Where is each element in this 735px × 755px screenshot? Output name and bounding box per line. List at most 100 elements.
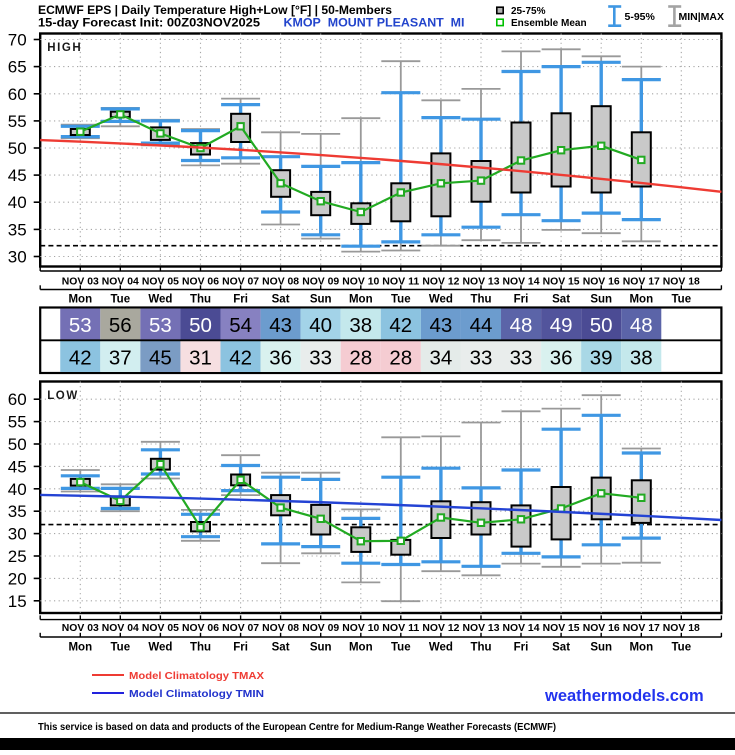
- svg-text:NOV 12: NOV 12: [422, 275, 459, 287]
- svg-text:NOV 11: NOV 11: [382, 275, 419, 287]
- svg-text:NOV 04: NOV 04: [102, 622, 139, 634]
- svg-text:Wed: Wed: [148, 642, 172, 654]
- svg-text:Sun: Sun: [590, 294, 612, 306]
- svg-text:NOV 18: NOV 18: [663, 275, 700, 287]
- svg-text:Wed: Wed: [148, 294, 172, 306]
- svg-text:60: 60: [8, 390, 27, 409]
- svg-text:60: 60: [8, 85, 27, 104]
- svg-text:Thu: Thu: [190, 294, 211, 306]
- svg-text:65: 65: [8, 58, 27, 77]
- svg-text:Ensemble Mean: Ensemble Mean: [511, 18, 587, 29]
- svg-text:Fri: Fri: [514, 294, 529, 306]
- svg-text:NOV 10: NOV 10: [342, 275, 379, 287]
- svg-text:NOV 05: NOV 05: [142, 622, 179, 634]
- svg-text:48: 48: [630, 314, 653, 337]
- svg-text:Mon: Mon: [629, 642, 653, 654]
- svg-text:40: 40: [309, 314, 332, 337]
- svg-text:Mon: Mon: [68, 642, 92, 654]
- svg-text:35: 35: [8, 502, 27, 521]
- svg-text:Thu: Thu: [190, 642, 211, 654]
- svg-text:NOV 16: NOV 16: [583, 622, 620, 634]
- svg-text:Sun: Sun: [310, 642, 332, 654]
- svg-text:Tue: Tue: [111, 642, 131, 654]
- svg-text:45: 45: [149, 346, 172, 369]
- svg-text:NOV 07: NOV 07: [222, 622, 259, 634]
- svg-text:NOV 17: NOV 17: [623, 622, 660, 634]
- svg-text:NOV 06: NOV 06: [182, 275, 219, 287]
- svg-text:53: 53: [69, 314, 92, 337]
- svg-text:Model Climatology TMIN: Model Climatology TMIN: [129, 688, 264, 700]
- svg-text:Tue: Tue: [672, 642, 692, 654]
- svg-text:NOV 13: NOV 13: [463, 275, 500, 287]
- svg-text:33: 33: [470, 346, 493, 369]
- svg-text:This service is based on data: This service is based on data and produc…: [38, 722, 556, 733]
- svg-text:Mon: Mon: [349, 294, 373, 306]
- svg-text:Sat: Sat: [552, 642, 570, 654]
- svg-text:NOV 16: NOV 16: [583, 275, 620, 287]
- svg-text:48: 48: [510, 314, 533, 337]
- svg-text:43: 43: [429, 314, 452, 337]
- svg-text:31: 31: [189, 346, 212, 369]
- svg-text:NOV 14: NOV 14: [503, 622, 540, 634]
- svg-text:39: 39: [590, 346, 613, 369]
- svg-text:Sat: Sat: [552, 294, 570, 306]
- svg-text:NOV 11: NOV 11: [382, 622, 419, 634]
- svg-text:NOV 18: NOV 18: [663, 622, 700, 634]
- svg-text:33: 33: [309, 346, 332, 369]
- svg-text:NOV 08: NOV 08: [262, 275, 299, 287]
- svg-text:56: 56: [109, 314, 132, 337]
- svg-text:20: 20: [8, 569, 27, 588]
- svg-text:NOV 07: NOV 07: [222, 275, 259, 287]
- svg-text:55: 55: [8, 112, 27, 131]
- svg-text:NOV 15: NOV 15: [543, 622, 580, 634]
- svg-text:42: 42: [69, 346, 92, 369]
- svg-text:50: 50: [8, 139, 27, 158]
- svg-text:NOV 14: NOV 14: [503, 275, 540, 287]
- svg-text:KMOP MOUNT PLEASANT MI: KMOP MOUNT PLEASANT MI: [284, 17, 465, 30]
- svg-text:36: 36: [550, 346, 573, 369]
- svg-text:Sat: Sat: [272, 642, 290, 654]
- svg-text:weathermodels.com: weathermodels.com: [544, 687, 704, 705]
- svg-text:NOV 05: NOV 05: [142, 275, 179, 287]
- svg-text:Sat: Sat: [272, 294, 290, 306]
- svg-text:NOV 09: NOV 09: [302, 622, 339, 634]
- svg-text:15-day Forecast Init: 00Z03NOV: 15-day Forecast Init: 00Z03NOV2025: [38, 17, 261, 30]
- svg-text:Sun: Sun: [310, 294, 332, 306]
- svg-text:Mon: Mon: [68, 294, 92, 306]
- svg-text:5-95%: 5-95%: [625, 11, 656, 23]
- svg-text:Tue: Tue: [391, 294, 411, 306]
- svg-text:NOV 04: NOV 04: [102, 275, 139, 287]
- svg-text:NOV 17: NOV 17: [623, 275, 660, 287]
- svg-text:NOV 08: NOV 08: [262, 622, 299, 634]
- svg-text:ECMWF EPS | Daily Temperature: ECMWF EPS | Daily Temperature High+Low […: [38, 4, 393, 17]
- svg-text:40: 40: [8, 193, 27, 212]
- svg-text:53: 53: [149, 314, 172, 337]
- svg-text:HIGH: HIGH: [47, 42, 82, 54]
- svg-text:42: 42: [229, 346, 252, 369]
- svg-text:44: 44: [470, 314, 493, 337]
- svg-text:38: 38: [349, 314, 372, 337]
- svg-text:Sun: Sun: [590, 642, 612, 654]
- svg-text:43: 43: [269, 314, 292, 337]
- svg-text:30: 30: [8, 248, 27, 267]
- svg-text:35: 35: [8, 220, 27, 239]
- svg-text:30: 30: [8, 525, 27, 544]
- svg-text:25-75%: 25-75%: [511, 6, 546, 17]
- svg-text:Wed: Wed: [429, 642, 453, 654]
- svg-text:Thu: Thu: [470, 642, 491, 654]
- svg-text:Wed: Wed: [429, 294, 453, 306]
- svg-text:Fri: Fri: [233, 294, 248, 306]
- svg-text:Tue: Tue: [111, 294, 131, 306]
- svg-text:15: 15: [8, 592, 27, 611]
- svg-text:Mon: Mon: [629, 294, 653, 306]
- svg-text:34: 34: [429, 346, 452, 369]
- svg-text:Fri: Fri: [514, 642, 529, 654]
- svg-text:49: 49: [550, 314, 573, 337]
- svg-text:NOV 15: NOV 15: [543, 275, 580, 287]
- svg-text:NOV 10: NOV 10: [342, 622, 379, 634]
- svg-text:NOV 13: NOV 13: [463, 622, 500, 634]
- svg-text:Model Climatology TMAX: Model Climatology TMAX: [129, 670, 264, 682]
- svg-text:45: 45: [8, 457, 27, 476]
- svg-text:54: 54: [229, 314, 252, 337]
- svg-text:NOV 09: NOV 09: [302, 275, 339, 287]
